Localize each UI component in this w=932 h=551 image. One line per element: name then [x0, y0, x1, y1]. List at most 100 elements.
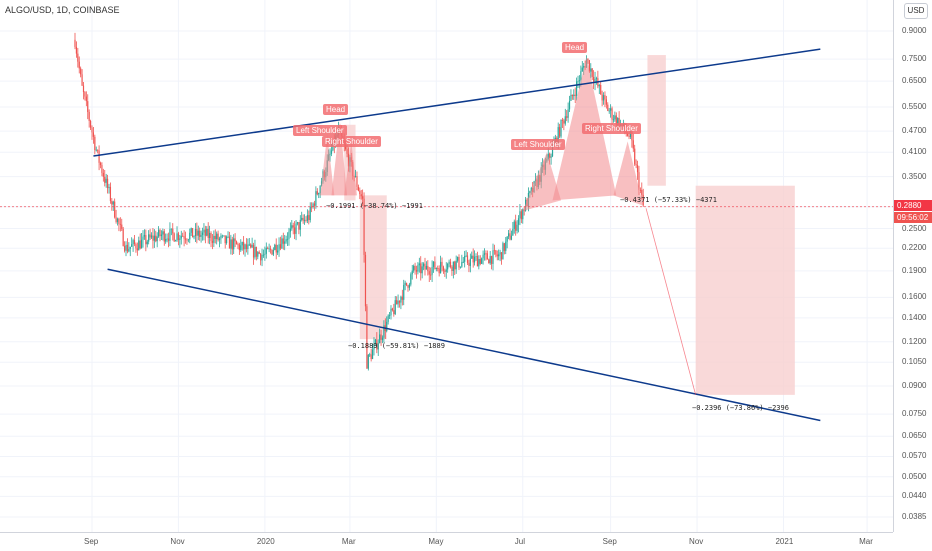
- candle-body: [529, 191, 531, 193]
- candle-body: [356, 176, 358, 187]
- candle-body: [187, 239, 189, 241]
- candle-body: [516, 224, 518, 231]
- candle-body: [629, 131, 632, 137]
- candle-body: [184, 238, 187, 240]
- price-chart[interactable]: [0, 0, 893, 532]
- candle-body: [82, 85, 85, 93]
- candle-body: [143, 235, 146, 237]
- candle-body: [84, 92, 86, 97]
- candle-body: [362, 196, 364, 199]
- time-tick-label: 2021: [775, 537, 794, 546]
- candle-body: [442, 266, 445, 271]
- candle-body: [155, 235, 157, 242]
- candle-body: [308, 215, 310, 221]
- candle-body: [268, 248, 270, 250]
- candle-body: [81, 74, 83, 86]
- candle-body: [591, 68, 593, 77]
- candle-body: [248, 244, 250, 246]
- candle-body: [489, 256, 491, 264]
- candle-body: [119, 223, 121, 225]
- candle-body: [447, 263, 449, 270]
- candle-body: [250, 244, 252, 248]
- candle-body: [359, 190, 361, 195]
- candle-body: [318, 193, 320, 195]
- candle-body: [420, 263, 422, 274]
- candle-body: [641, 189, 643, 195]
- candle-body: [386, 321, 388, 332]
- time-axis[interactable]: Sep Nov 2020 Mar May Jul Sep Nov 2021 Mar: [0, 532, 893, 551]
- currency-button[interactable]: USD: [904, 3, 928, 19]
- candle-body: [634, 148, 636, 165]
- price-axis[interactable]: 0.9000 0.7500 0.6500 0.5500 0.4700 0.4100 0.35…: [893, 0, 932, 532]
- candle-body: [102, 172, 104, 177]
- candle-body: [413, 265, 415, 271]
- candle-body: [415, 269, 418, 272]
- candle-body: [482, 254, 484, 259]
- candle-body: [522, 209, 524, 220]
- candle-body: [251, 244, 253, 248]
- candle-body: [550, 156, 552, 158]
- candle-body: [199, 230, 201, 237]
- candle-body: [77, 53, 79, 62]
- candle-body: [588, 60, 590, 72]
- candle-body: [607, 104, 609, 111]
- candle-body: [490, 256, 493, 264]
- time-tick-label: Jul: [514, 537, 525, 546]
- candle-body: [211, 240, 214, 243]
- candle-body: [139, 240, 141, 249]
- candle-body: [381, 337, 384, 341]
- candle-body: [530, 187, 532, 192]
- candle-body: [306, 215, 308, 221]
- lower-trendline: [107, 268, 821, 422]
- candle-body: [570, 94, 572, 101]
- candle-body: [593, 76, 595, 83]
- candle-body: [148, 234, 150, 242]
- candle-body: [631, 131, 633, 141]
- candle-body: [574, 94, 576, 96]
- candle-body: [418, 263, 420, 266]
- candle-body: [98, 150, 100, 163]
- candle-body: [309, 206, 311, 221]
- candle-body: [464, 256, 466, 262]
- candle-body: [261, 254, 263, 261]
- candle-body: [551, 145, 554, 157]
- candle-body: [173, 233, 175, 242]
- price-tick-label: 0.4700: [902, 126, 927, 136]
- price-tick-label: 0.6500: [902, 76, 927, 86]
- candle-body: [204, 229, 206, 236]
- candle-body: [422, 263, 425, 267]
- candle-body: [499, 252, 501, 255]
- upper-trendline: [93, 48, 821, 157]
- candle-body: [374, 339, 376, 344]
- candle-body: [486, 253, 488, 260]
- candle-body: [274, 244, 276, 250]
- candle-body: [286, 238, 289, 240]
- candle-body: [294, 227, 296, 234]
- candle-body: [459, 266, 462, 268]
- candle-body: [192, 228, 194, 238]
- price-tick-label: 0.0440: [902, 491, 927, 501]
- candle-body: [252, 244, 255, 258]
- candle-body: [578, 80, 581, 82]
- chart-area[interactable]: [0, 0, 893, 532]
- candle-body: [354, 176, 357, 177]
- candle-body: [401, 296, 403, 300]
- price-tick-label: 0.1900: [902, 265, 927, 275]
- candle-body: [357, 186, 359, 191]
- pattern1-left-shoulder: [320, 134, 335, 196]
- candle-body: [496, 254, 498, 257]
- candle-body: [156, 236, 158, 242]
- candle-body: [563, 120, 565, 124]
- candle-body: [407, 285, 409, 288]
- candle-body: [197, 230, 199, 236]
- candle-body: [240, 245, 242, 251]
- candle-body: [441, 261, 443, 267]
- candle-body: [118, 218, 120, 224]
- candle-body: [223, 235, 225, 237]
- candle-body: [329, 153, 331, 155]
- candle-body: [614, 115, 616, 120]
- candle-body: [493, 250, 496, 252]
- price-tick-label: 0.2200: [902, 243, 927, 253]
- candle-body: [305, 219, 307, 221]
- candle-body: [316, 191, 318, 195]
